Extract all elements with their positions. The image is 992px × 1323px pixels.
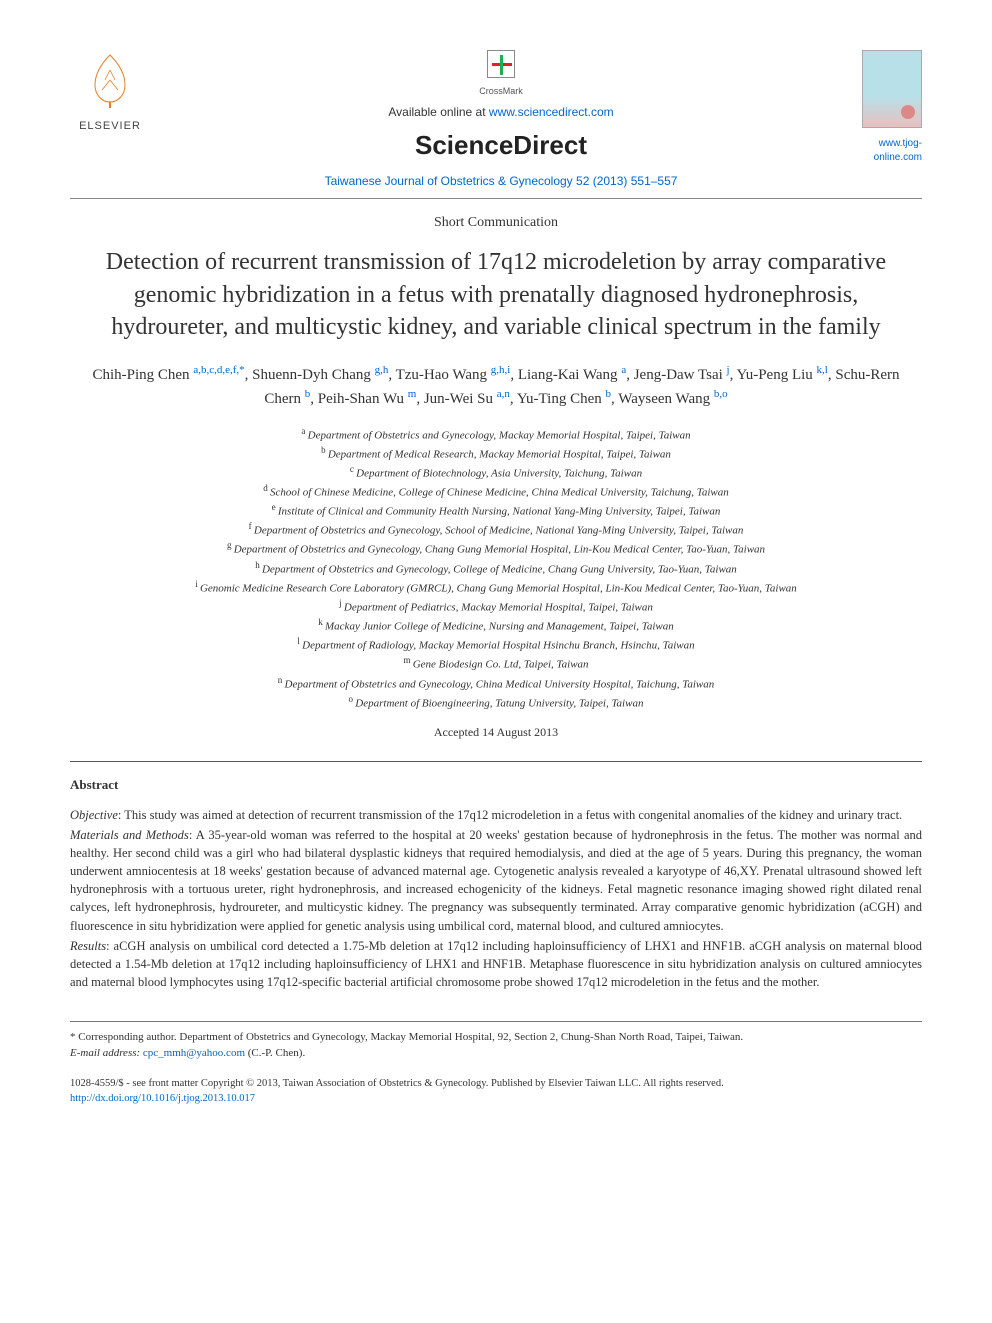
abstract-section: Materials and Methods: A 35-year-old wom…: [70, 826, 922, 935]
corresponding-text: * Corresponding author. Department of Ob…: [70, 1030, 922, 1045]
journal-cover-block: www.tjog-online.com: [852, 50, 922, 165]
available-online: Available online at www.sciencedirect.co…: [170, 104, 832, 121]
affiliation-key: n: [278, 675, 285, 685]
crossmark-label: CrossMark: [479, 85, 523, 98]
affiliation-key: g: [227, 540, 234, 550]
affiliation: d School of Chinese Medicine, College of…: [70, 482, 922, 501]
affiliation: o Department of Bioengineering, Tatung U…: [70, 693, 922, 712]
header-center: CrossMark Available online at www.scienc…: [150, 50, 852, 190]
affiliation: e Institute of Clinical and Community He…: [70, 501, 922, 520]
author-affil-sup: k,l: [817, 364, 828, 376]
email-label: E-mail address:: [70, 1047, 143, 1059]
author-affil-sup: a,b,c,d,e,f,*: [193, 364, 244, 376]
affiliation-key: f: [249, 521, 254, 531]
email-suffix: (C.-P. Chen).: [245, 1047, 305, 1059]
affiliation-list: a Department of Obstetrics and Gynecolog…: [70, 425, 922, 712]
header-row: ELSEVIER CrossMark Available online at w…: [70, 50, 922, 190]
abstract-top-rule: [70, 761, 922, 762]
affiliation: j Department of Pediatrics, Mackay Memor…: [70, 597, 922, 616]
corresponding-email-line: E-mail address: cpc_mmh@yahoo.com (C.-P.…: [70, 1046, 922, 1061]
elsevier-tree-icon: [80, 50, 140, 110]
author-affil-sup: m: [408, 388, 417, 400]
affiliation: f Department of Obstetrics and Gynecolog…: [70, 520, 922, 539]
author-affil-sup: g,h: [375, 364, 389, 376]
publisher-name: ELSEVIER: [70, 119, 150, 134]
email-link[interactable]: cpc_mmh@yahoo.com: [143, 1047, 245, 1059]
author: Wayseen Wang b,o: [618, 391, 727, 407]
affiliation-key: c: [350, 464, 356, 474]
author: Shuenn-Dyh Chang g,h: [252, 367, 388, 383]
author: Tzu-Hao Wang g,h,i: [396, 367, 511, 383]
author-affil-sup: b: [305, 388, 311, 400]
author-affil-sup: a: [621, 364, 626, 376]
abstract-block: Abstract Objective: This study was aimed…: [70, 776, 922, 991]
affiliation: m Gene Biodesign Co. Ltd, Taipei, Taiwan: [70, 654, 922, 673]
affiliation: h Department of Obstetrics and Gynecolog…: [70, 559, 922, 578]
affiliation-key: o: [349, 694, 356, 704]
affiliation: b Department of Medical Research, Mackay…: [70, 444, 922, 463]
affiliation-key: i: [195, 579, 200, 589]
abstract-section-label: Objective: [70, 808, 118, 822]
doi-link[interactable]: http://dx.doi.org/10.1016/j.tjog.2013.10…: [70, 1093, 255, 1104]
author: Yu-Ting Chen b: [517, 391, 611, 407]
abstract-heading: Abstract: [70, 776, 922, 794]
affiliation: n Department of Obstetrics and Gynecolog…: [70, 674, 922, 693]
abstract-section-label: Results: [70, 939, 106, 953]
article-page: ELSEVIER CrossMark Available online at w…: [0, 0, 992, 1146]
crossmark-badge[interactable]: CrossMark: [479, 50, 523, 98]
affiliation-key: e: [272, 502, 278, 512]
author-list: Chih-Ping Chen a,b,c,d,e,f,*, Shuenn-Dyh…: [70, 362, 922, 411]
issn-copyright: 1028-4559/$ - see front matter Copyright…: [70, 1077, 922, 1092]
author: Liang-Kai Wang a: [518, 367, 626, 383]
affiliation: c Department of Biotechnology, Asia Univ…: [70, 463, 922, 482]
document-type: Short Communication: [70, 213, 922, 233]
abstract-section: Results: aCGH analysis on umbilical cord…: [70, 937, 922, 991]
affiliation: g Department of Obstetrics and Gynecolog…: [70, 539, 922, 558]
footer-rule: [70, 1021, 922, 1022]
affiliation-key: a: [301, 426, 307, 436]
abstract-section: Objective: This study was aimed at detec…: [70, 806, 922, 824]
affiliation: i Genomic Medicine Research Core Laborat…: [70, 578, 922, 597]
journal-citation[interactable]: Taiwanese Journal of Obstetrics & Gyneco…: [170, 173, 832, 190]
abstract-body: Objective: This study was aimed at detec…: [70, 806, 922, 991]
author-affil-sup: b,o: [714, 388, 728, 400]
affiliation: a Department of Obstetrics and Gynecolog…: [70, 425, 922, 444]
affiliation: l Department of Radiology, Mackay Memori…: [70, 635, 922, 654]
crossmark-icon: [487, 50, 515, 78]
author-affil-sup: g,h,i: [491, 364, 511, 376]
affiliation-key: d: [263, 483, 270, 493]
author-affil-sup: j: [727, 364, 730, 376]
author: Peih-Shan Wu m: [318, 391, 417, 407]
affiliation-key: h: [255, 560, 262, 570]
abstract-section-label: Materials and Methods: [70, 828, 189, 842]
affiliation-key: k: [318, 617, 325, 627]
affiliation-key: m: [403, 655, 412, 665]
journal-site-link[interactable]: www.tjog-online.com: [852, 137, 922, 165]
author: Jun-Wei Su a,n: [424, 391, 510, 407]
author: Jeng-Daw Tsai j: [634, 367, 730, 383]
available-prefix: Available online at: [388, 105, 489, 119]
author-affil-sup: b: [606, 388, 612, 400]
author-affil-sup: a,n: [497, 388, 510, 400]
sciencedirect-link[interactable]: www.sciencedirect.com: [489, 105, 614, 119]
affiliation-key: l: [297, 636, 302, 646]
publisher-logo: ELSEVIER: [70, 50, 150, 135]
journal-cover-thumbnail[interactable]: [862, 50, 922, 128]
corresponding-author: * Corresponding author. Department of Ob…: [70, 1030, 922, 1061]
author: Yu-Peng Liu k,l: [737, 367, 828, 383]
article-title: Detection of recurrent transmission of 1…: [70, 246, 922, 343]
affiliation-key: b: [321, 445, 328, 455]
accepted-date: Accepted 14 August 2013: [70, 724, 922, 741]
affiliation: k Mackay Junior College of Medicine, Nur…: [70, 616, 922, 635]
affiliation-key: j: [339, 598, 344, 608]
author: Chih-Ping Chen a,b,c,d,e,f,*: [92, 367, 244, 383]
copyright-block: 1028-4559/$ - see front matter Copyright…: [70, 1077, 922, 1106]
header-rule: [70, 198, 922, 199]
sciencedirect-logo: ScienceDirect: [170, 127, 832, 163]
